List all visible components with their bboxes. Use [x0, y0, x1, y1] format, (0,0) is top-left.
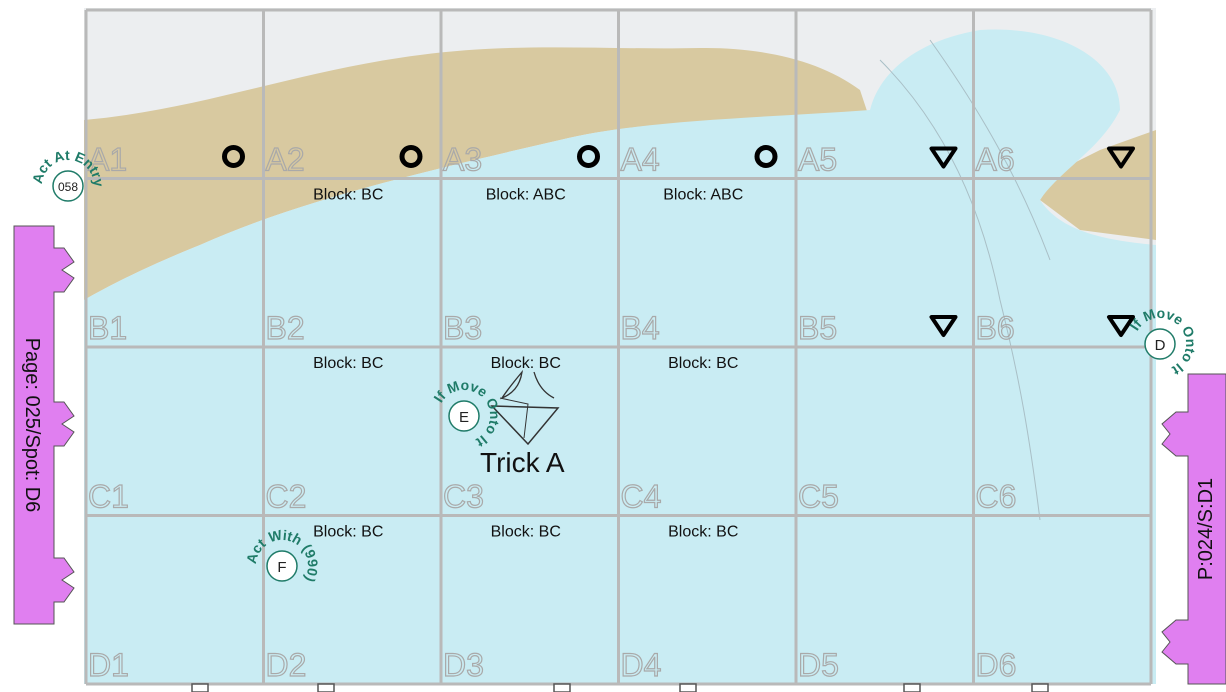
circle-icon: [222, 145, 245, 168]
cell-label: C5: [798, 479, 839, 515]
cell-label: D2: [266, 647, 307, 683]
connector-stub: [1031, 683, 1049, 692]
trick-label: Trick A: [480, 447, 565, 478]
cell-label: D3: [443, 647, 484, 683]
block-label: Block: BC: [313, 524, 383, 541]
block-label: Block: BC: [668, 524, 738, 541]
block-label: Block: BC: [313, 187, 383, 204]
trick-arrow-icon: [533, 371, 555, 399]
cell-label: D6: [976, 647, 1017, 683]
cell-label: B2: [266, 310, 305, 346]
cell-label: C1: [88, 479, 129, 515]
connector-stub: [903, 683, 921, 692]
cell-label: B4: [621, 310, 660, 346]
cell-label: B5: [798, 310, 837, 346]
circle-icon: [399, 145, 423, 168]
sketch-line: [929, 39, 1051, 261]
bottom-connectors: [191, 683, 1049, 692]
block-label: Block: BC: [668, 355, 738, 372]
connector-stub: [317, 683, 335, 692]
cell-label: A1: [88, 142, 127, 178]
cell-label: B1: [88, 310, 127, 346]
block-labels: Block: BC Block: ABC Block: ABC Block: BC Bl…: [313, 187, 743, 541]
badge-letter: D: [1155, 337, 1166, 354]
triangle-down-icon: [929, 146, 958, 169]
circle-icon: [754, 145, 778, 168]
connector-stub: [191, 683, 209, 692]
tab-shape: [1161, 373, 1226, 685]
badge-center: [52, 170, 84, 202]
next-page-tab[interactable]: P:024/S:D1: [1161, 373, 1226, 685]
cell-label: C6: [976, 479, 1017, 515]
cell-label: A6: [976, 142, 1015, 178]
triangle-down-icon: [1107, 146, 1135, 169]
sketch-line: [879, 59, 1041, 521]
circle-icon: [577, 145, 600, 168]
cell-label: D1: [88, 647, 129, 683]
cell-label: D5: [798, 647, 839, 683]
trick-arrow-icon: [490, 405, 560, 446]
trick-arrow-icon: [499, 397, 529, 439]
cell-label: A4: [621, 142, 660, 178]
sand-bank: [84, 47, 870, 301]
cell-label: D4: [621, 647, 662, 683]
block-label: Block: ABC: [663, 187, 743, 204]
badge-center: [266, 550, 298, 582]
badge-number: 058: [58, 180, 78, 194]
badge-center: [448, 400, 480, 432]
connector-stub: [553, 683, 571, 692]
badge-letter: F: [277, 559, 286, 576]
cell-label: C4: [621, 479, 662, 515]
cell-label: A5: [798, 142, 837, 178]
triangle-down-icon: [1107, 315, 1135, 337]
block-label: Block: BC: [491, 355, 561, 372]
markers: [222, 145, 1135, 337]
badge-letter: E: [459, 409, 469, 426]
cell-label: C2: [266, 479, 307, 515]
cell-label: A3: [443, 142, 482, 178]
tab-shape: [13, 225, 75, 625]
connector-stub: [679, 683, 697, 692]
block-label: Block: BC: [313, 355, 383, 372]
block-label: Block: ABC: [486, 187, 566, 204]
triangle-down-icon: [929, 315, 958, 337]
badge-center: [1144, 328, 1176, 360]
cell-label: B6: [976, 310, 1015, 346]
prev-page-tab[interactable]: Page: 025/Spot: D6: [13, 225, 75, 625]
cell-labels: A1 A2 A3 A4 A5 A6 B1 B2 B3 B4 B5 B6 C1 C2 C3 C4 C5 C6 D1 D2…: [87, 141, 1017, 684]
cell-label: B3: [443, 310, 482, 346]
cell-label: A2: [266, 142, 305, 178]
next-page-label: P:024/S:D1: [1195, 478, 1217, 580]
trick-arrow-icon: [500, 369, 523, 400]
trick-a[interactable]: Trick A: [480, 369, 565, 478]
cell-label: C3: [443, 479, 484, 515]
block-label: Block: BC: [491, 524, 561, 541]
prev-page-label: Page: 025/Spot: D6: [21, 338, 43, 513]
